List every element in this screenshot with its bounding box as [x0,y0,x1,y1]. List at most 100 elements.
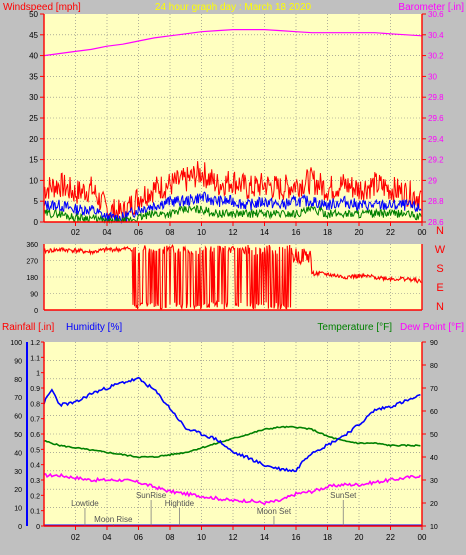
event-label: Lowtide [71,499,99,508]
x-tick-label: 22 [386,533,395,542]
graph-title: 24 hour graph day : March 18 2020 [155,2,312,13]
windspeed-tick-label: 15 [29,156,38,165]
x-tick-label: 10 [197,533,206,542]
windspeed-tick-label: 30 [29,93,38,102]
compass-label: S [436,263,443,275]
barometer-tick-label: 30.2 [428,52,444,61]
x-tick-label: 20 [355,533,364,542]
rain-tick-label: 1.1 [30,355,40,362]
humidity-tick-label: 0 [18,524,22,531]
x-tick-label: 04 [103,228,112,237]
x-tick-label: 16 [292,228,301,237]
direction-tick-label: 90 [30,292,38,299]
humidity-tick-label: 60 [14,414,22,421]
windspeed-tick-label: 20 [29,135,38,144]
direction-tick-label: 360 [26,242,38,249]
rain-tick-label: 0.2 [30,493,40,500]
barometer-tick-label: 28.8 [428,197,444,206]
event-label: Moon Set [257,507,292,516]
x-tick-label: 00 [418,533,427,542]
x-tick-label: 10 [197,228,206,237]
humidity-tick-label: 90 [14,358,22,365]
rainfall-header: Rainfall [.in] [2,322,54,333]
humidity-line [43,376,421,473]
x-tick-label: 12 [229,533,238,542]
humidity-temp-axes: 02 04 06 08 10 12 14 16 18 20 22 000102030405060708… [10,340,438,542]
windspeed-header: Windspeed [mph] [3,2,81,13]
temperature-tick-label: 30 [430,478,438,485]
windspeed-tick-label: 50 [29,10,38,19]
windspeed-tick-label: 45 [29,31,38,40]
event-label: SunSet [330,491,357,500]
rain-tick-label: 1 [36,371,40,378]
rain-tick-label: 0.5 [30,447,40,454]
x-tick-label: 18 [323,228,332,237]
temperature-tick-label: 40 [430,455,438,462]
compass-label: W [435,244,446,256]
humidity-tick-label: 100 [10,340,22,347]
x-tick-label: 02 [71,228,80,237]
barometer-tick-label: 30.4 [428,31,444,40]
barometer-tick-label: 30 [428,72,437,81]
wind-baro-axes: 02 04 06 08 10 12 14 16 18 20 22 000510152025303540… [29,10,444,237]
temperature-tick-label: 50 [430,432,438,439]
x-tick-label: 14 [260,228,269,237]
barometer-tick-label: 29.2 [428,156,444,165]
barometer-tick-label: 29.4 [428,135,444,144]
temperature-tick-label: 70 [430,386,438,393]
x-tick-label: 06 [134,228,143,237]
humidity-tick-label: 30 [14,469,22,476]
rain-tick-label: 0.4 [30,463,40,470]
rain-tick-label: 0.7 [30,417,40,424]
humidity-tick-label: 10 [14,506,22,513]
temperature-header: Temperature [°F] [317,322,392,333]
x-tick-label: 00 [418,228,427,237]
humidity-tick-label: 40 [14,450,22,457]
rain-tick-label: 0.3 [30,478,40,485]
barometer-tick-label: 29.8 [428,93,444,102]
compass-label: N [436,301,444,313]
windspeed-avg-line [43,191,422,224]
humidity-tick-label: 20 [14,487,22,494]
windspeed-gust-line [43,161,422,223]
humidity-tick-label: 70 [14,395,22,402]
temperature-tick-label: 10 [430,524,438,531]
humidity-tick-label: 50 [14,432,22,439]
x-tick-label: 02 [71,533,80,542]
wind-baro-gridlines [44,14,423,222]
barometer-tick-label: 28.6 [428,218,444,227]
direction-tick-label: 270 [26,259,38,266]
temperature-tick-label: 80 [430,363,438,370]
x-tick-label: 06 [134,533,143,542]
windspeed-tick-label: 0 [34,218,39,227]
barometer-line [43,29,423,57]
direction-tick-label: 180 [26,275,38,282]
windspeed-tick-label: 25 [29,114,38,123]
dewpoint-header: Dew Point [°F] [400,322,464,333]
temperature-tick-label: 20 [430,501,438,508]
x-tick-label: 08 [166,228,175,237]
windspeed-tick-label: 10 [29,176,38,185]
rain-tick-label: 0.1 [30,509,40,516]
x-tick-label: 16 [292,533,301,542]
barometer-tick-label: 30.6 [428,10,444,19]
rain-tick-label: 0 [36,524,40,531]
rain-tick-label: 1.2 [30,340,40,347]
x-tick-label: 22 [386,228,395,237]
barometer-tick-label: 29 [428,176,437,185]
humidity-tick-label: 80 [14,377,22,384]
compass-label: E [436,282,443,294]
barometer-tick-label: 29.6 [428,114,444,123]
wind-direction-line [43,244,422,311]
humidity-header: Humidity [%] [66,322,122,333]
temperature-tick-label: 60 [430,409,438,416]
windspeed-tick-label: 40 [29,52,38,61]
temperature-line [43,425,421,459]
direction-tick-label: 0 [34,308,38,315]
rain-tick-label: 0.9 [30,386,40,393]
event-label: Hightide [165,499,195,508]
temperature-tick-label: 90 [430,340,438,347]
rain-tick-label: 0.8 [30,401,40,408]
